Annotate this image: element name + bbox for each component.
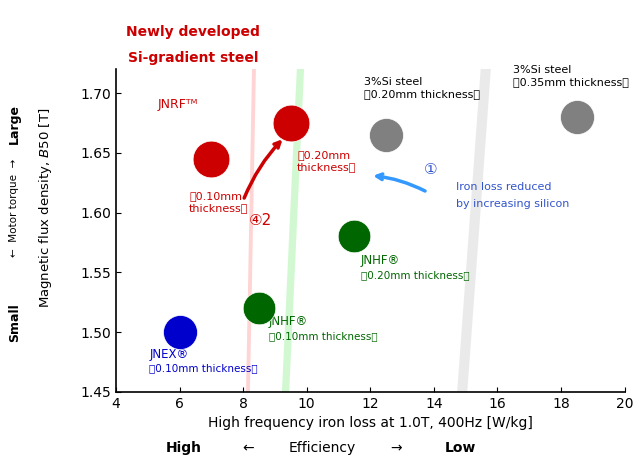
Text: 3%Si steel
（0.20mm thickness）: 3%Si steel （0.20mm thickness）: [364, 77, 480, 99]
Text: ←  Motor torque  →: ← Motor torque →: [9, 158, 19, 257]
Text: 3%Si steel
（0.35mm thickness）: 3%Si steel （0.35mm thickness）: [513, 65, 629, 87]
Text: JNHF®: JNHF®: [269, 315, 308, 328]
Text: Si-gradient steel: Si-gradient steel: [128, 51, 258, 65]
X-axis label: High frequency iron loss at 1.0T, 400Hz [W/kg]: High frequency iron loss at 1.0T, 400Hz …: [208, 416, 533, 430]
Point: [349, 233, 359, 240]
Text: ④2: ④2: [249, 213, 272, 229]
Ellipse shape: [347, 0, 616, 461]
Point: [175, 328, 185, 336]
Ellipse shape: [181, 0, 401, 461]
Text: ①: ①: [424, 162, 438, 177]
Point: [572, 113, 582, 121]
Text: Iron loss reduced: Iron loss reduced: [456, 183, 552, 193]
Point: [206, 155, 216, 162]
Point: [254, 305, 264, 312]
Text: （0.10mm thickness）: （0.10mm thickness）: [269, 331, 377, 341]
Text: Low: Low: [445, 442, 476, 455]
Text: Newly developed: Newly developed: [126, 25, 260, 39]
Text: Magnetic flux density, $B$50 [T]: Magnetic flux density, $B$50 [T]: [37, 107, 53, 307]
Text: JNRFᵀᴹ: JNRFᵀᴹ: [157, 98, 198, 111]
Text: （0.10mm thickness）: （0.10mm thickness）: [149, 363, 258, 373]
Text: Small: Small: [8, 303, 21, 342]
Text: （0.20mm
thickness）: （0.20mm thickness）: [297, 150, 357, 172]
Text: →: →: [390, 442, 402, 455]
Point: [381, 131, 392, 139]
Text: JNEX®: JNEX®: [149, 348, 189, 361]
Point: [286, 119, 296, 127]
Text: Large: Large: [8, 105, 21, 144]
Text: ←: ←: [242, 442, 254, 455]
Text: High: High: [166, 442, 202, 455]
Text: （0.20mm thickness）: （0.20mm thickness）: [361, 270, 469, 280]
Text: JNHF®: JNHF®: [361, 254, 400, 267]
Text: Efficiency: Efficiency: [289, 442, 355, 455]
Ellipse shape: [202, 0, 303, 461]
Text: by increasing silicon: by increasing silicon: [456, 199, 569, 209]
Text: （0.10mm
thickness）: （0.10mm thickness）: [189, 191, 249, 213]
